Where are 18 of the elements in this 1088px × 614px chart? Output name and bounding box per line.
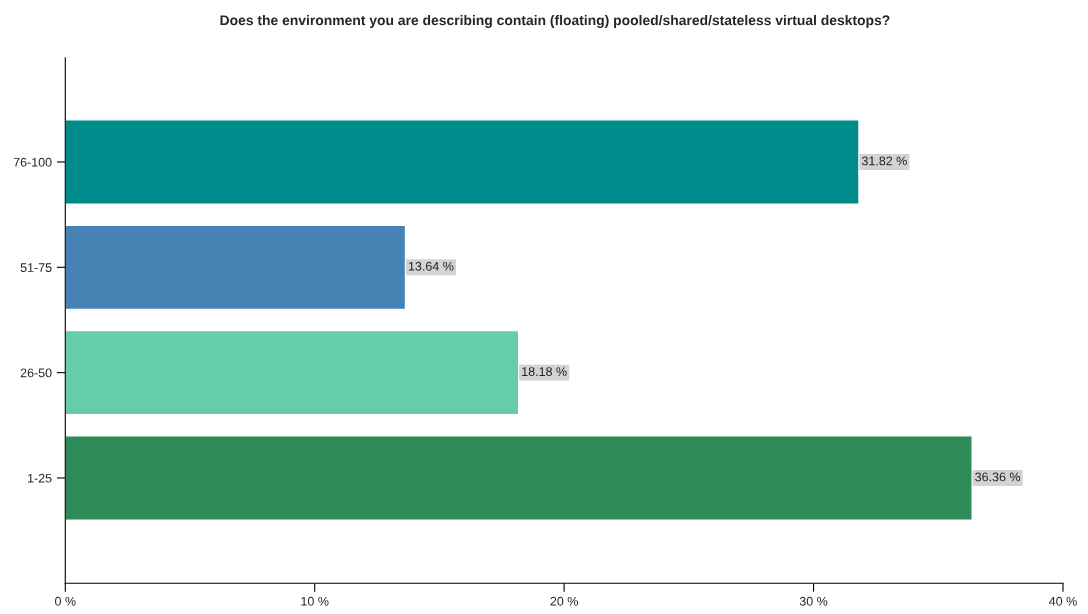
- bar: [65, 329, 520, 416]
- y-tick-label: 1-25: [28, 473, 52, 483]
- data-label: 13.64 %: [408, 261, 454, 271]
- bar: [65, 119, 860, 205]
- y-tick-label: 26-50: [20, 368, 52, 378]
- data-label: 31.82 %: [861, 156, 907, 166]
- y-tick-label: 76-100: [13, 157, 52, 167]
- chart-title: Does the environment you are describing contain (floating) pooled/shared/stateless virtual desktops?: [220, 14, 890, 28]
- bar: [65, 224, 407, 311]
- data-label: 18.18 %: [522, 367, 567, 376]
- x-tick-label: 20 %: [550, 596, 578, 606]
- x-tick-label: 40 %: [1049, 596, 1077, 606]
- data-label: 36.36 %: [975, 472, 1021, 482]
- bar: [65, 435, 973, 521]
- x-tick-label: 0 %: [55, 596, 76, 606]
- y-tick-label: 51-75: [20, 263, 52, 272]
- x-tick-label: 30 %: [799, 596, 828, 606]
- x-tick-label: 10 %: [301, 596, 329, 606]
